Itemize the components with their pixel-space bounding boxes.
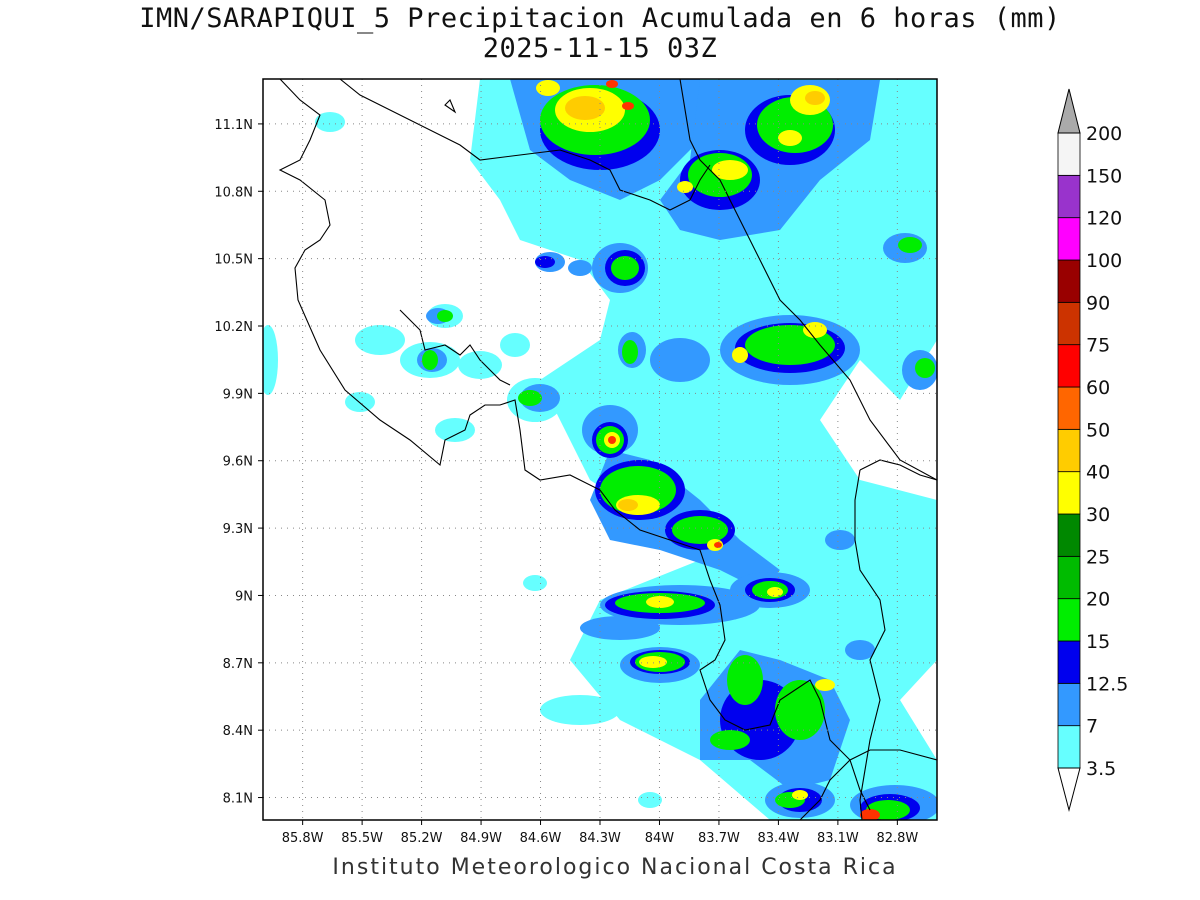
- lat-tick-label: 9.3N: [223, 522, 253, 537]
- colorbar-label: 120: [1086, 208, 1122, 230]
- colorbar-segment: [1057, 428, 1081, 473]
- colorbar-segment: [1057, 555, 1081, 600]
- pacific-coastline: [278, 79, 871, 811]
- lat-tick-label: 8.1N: [223, 792, 253, 807]
- lon-tick-label: 84.9W: [460, 831, 502, 846]
- panama-border: [854, 459, 937, 820]
- colorbar-segment: [1057, 682, 1081, 727]
- map-subtitle-datetime: 2025-11-15 03Z: [482, 33, 718, 64]
- colorbar-segment: [1057, 344, 1081, 388]
- colorbar-label: 7: [1086, 716, 1098, 738]
- colorbar-label: 25: [1086, 546, 1110, 568]
- lat-tick-label: 9.6N: [223, 455, 253, 470]
- coastlines-and-borders: [278, 79, 937, 820]
- caribbean-coast: [679, 79, 937, 481]
- lat-tick-label: 10.5N: [214, 253, 253, 268]
- border-north: [339, 79, 711, 211]
- map-title: IMN/SARAPIQUI_5 Precipitacion Acumulada …: [139, 3, 1061, 34]
- lon-tick-label: 84.3W: [579, 831, 621, 846]
- colorbar-label: 60: [1086, 377, 1110, 399]
- colorbar-label: 12.5: [1086, 673, 1128, 695]
- colorbar-label: 40: [1086, 462, 1110, 484]
- colorbar-segment: [1057, 513, 1081, 557]
- lon-tick-label: 84W: [645, 831, 675, 846]
- colorbar-label: 20: [1086, 589, 1110, 611]
- colorbar-segment: [1057, 174, 1081, 219]
- colorbar-label: 3.5: [1086, 758, 1116, 780]
- lon-tick-label: 84.6W: [520, 831, 562, 846]
- precip-layer-60: [606, 80, 880, 820]
- colorbar-segment: [1057, 598, 1081, 642]
- colorbar-label: 90: [1086, 292, 1110, 314]
- lon-tick-label: 83.1W: [817, 831, 859, 846]
- colorbar-label: 15: [1086, 631, 1110, 653]
- lon-tick-label: 83.4W: [758, 831, 800, 846]
- lon-tick-label: 83.7W: [698, 831, 740, 846]
- colorbar-segment: [1057, 301, 1081, 346]
- lat-tick-label: 9.9N: [223, 387, 253, 402]
- lat-tick-label: 8.7N: [223, 657, 253, 672]
- osa-peninsula: [799, 749, 937, 820]
- lon-tick-label: 85.2W: [401, 831, 443, 846]
- lat-tick-label: 10.8N: [214, 185, 253, 200]
- lon-tick-label: 82.8W: [876, 831, 918, 846]
- precipitation-field: [263, 79, 937, 820]
- colorbar-label: 150: [1086, 165, 1122, 187]
- longitude-axis: 85.8W 85.5W 85.2W 84.9W 84.6W 84.3W 84W 83.7W 83…: [282, 820, 918, 846]
- colorbar-legend: 3.5 7 12.5 15 20 25 30 40 50 60 75 90 100 120 150 200: [1057, 88, 1128, 812]
- lat-tick-label: 10.2N: [214, 320, 253, 335]
- colorbar-segment: [1057, 725, 1081, 769]
- lat-tick-label: 11.1N: [214, 118, 253, 133]
- colorbar-label: 30: [1086, 504, 1110, 526]
- colorbar-segment: [1057, 132, 1081, 176]
- colorbar-segment: [1057, 217, 1081, 261]
- footer-credit: Instituto Meteorologico Nacional Costa R…: [332, 855, 898, 880]
- colorbar-label: 50: [1086, 419, 1110, 441]
- colorbar-upper-arrow: [1057, 88, 1081, 134]
- colorbar-segment: [1057, 259, 1081, 303]
- colorbar-segment: [1057, 386, 1081, 430]
- colorbar-segment: [1057, 640, 1081, 684]
- colorbar-label: 100: [1086, 250, 1122, 272]
- lon-tick-label: 85.5W: [341, 831, 383, 846]
- lat-tick-label: 8.4N: [223, 724, 253, 739]
- latitude-axis: 11.1N 10.8N 10.5N 10.2N 9.9N 9.6N 9.3N 9N 8.7N 8.…: [214, 118, 263, 807]
- colorbar-lower-arrow: [1057, 767, 1081, 812]
- colorbar-label: 75: [1086, 335, 1110, 357]
- colorbar-label: 200: [1086, 123, 1122, 145]
- grid-lines: [263, 79, 937, 820]
- lon-tick-label: 85.8W: [282, 831, 324, 846]
- precip-layer-40: [565, 91, 825, 511]
- lat-tick-label: 9N: [235, 589, 253, 604]
- nicoya-gulf-coast: [399, 309, 511, 386]
- colorbar-segment: [1057, 471, 1081, 515]
